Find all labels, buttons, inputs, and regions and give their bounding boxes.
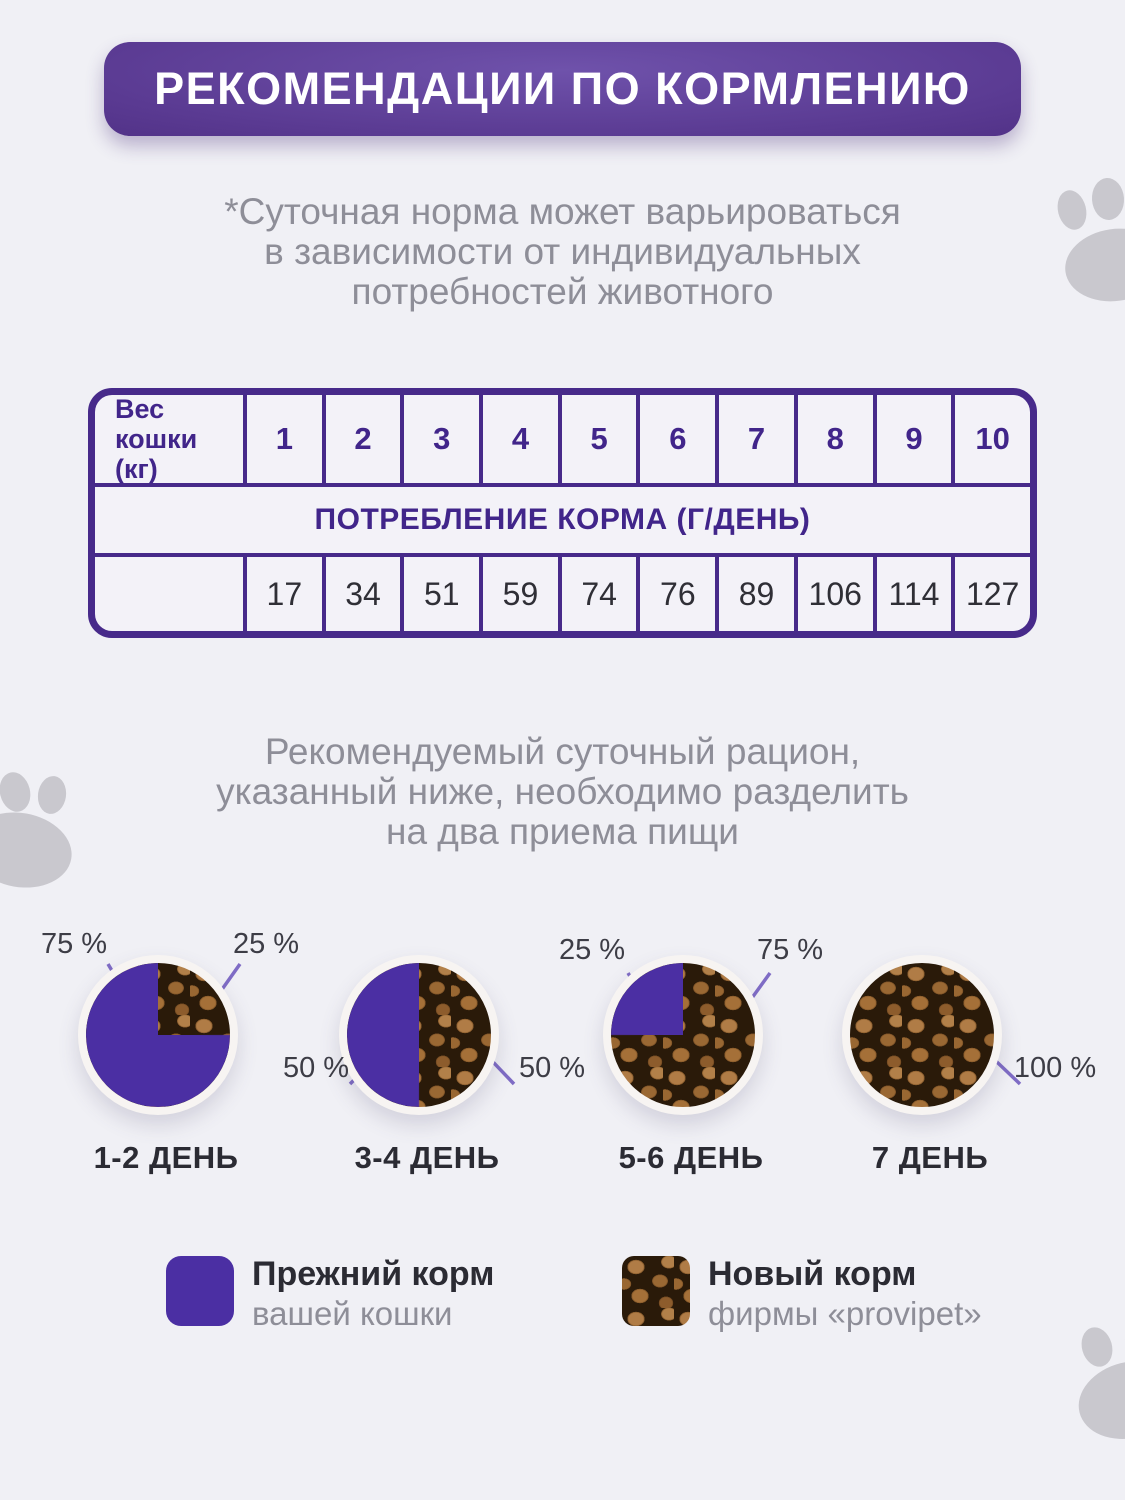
paw-print-icon	[1057, 178, 1125, 302]
pct-label: 75 %	[756, 934, 824, 966]
weight-cell: 7	[719, 395, 794, 483]
value-cell: 114	[876, 557, 952, 631]
value-cell: 34	[325, 557, 401, 631]
transition-charts: 75 % 25 % 50 % 50 % 25 % 75 % 100 % 1-2 …	[0, 900, 1125, 1245]
pct-label: 50 %	[518, 1052, 586, 1084]
pie-chart-day-3-4	[339, 955, 499, 1115]
note-line: в зависимости от индивидуальных	[264, 231, 861, 272]
old-food-slice	[86, 963, 230, 1107]
old-food-swatch	[166, 1256, 234, 1326]
pie-chart-day-1-2	[78, 955, 238, 1115]
pct-label: 25 %	[232, 928, 300, 960]
pct-label: 50 %	[282, 1052, 350, 1084]
paw-print-icon	[0, 772, 72, 888]
pct-label: 25 %	[558, 934, 626, 966]
weight-cell: 2	[325, 395, 401, 483]
value-cell: 51	[404, 557, 480, 631]
weight-cell: 6	[640, 395, 716, 483]
table-band-title: ПОТРЕБЛЕНИЕ КОРМА (Г/ДЕНЬ)	[95, 487, 1030, 553]
legend-title: Новый корм	[708, 1255, 917, 1293]
day-label: 3-4 ДЕНЬ	[354, 1140, 500, 1175]
weight-cell: 4	[483, 395, 558, 483]
note-line: на два приема пищи	[386, 811, 739, 852]
legend-title: Прежний корм	[252, 1255, 495, 1293]
daily-norm-note: *Суточная норма может варьироваться в за…	[0, 192, 1125, 312]
weight-cell: 8	[797, 395, 873, 483]
note-line: Рекомендуемый суточный рацион,	[264, 731, 861, 772]
split-meals-note: Рекомендуемый суточный рацион, указанный…	[0, 732, 1125, 852]
feeding-table: Вес кошки (кг) 1 2 3 4 5 6 7 8 9 10 ПОТР…	[88, 388, 1037, 638]
paw-print-icon	[1078, 1320, 1125, 1439]
table-row-header: Вес кошки (кг)	[95, 395, 243, 484]
note-line: *Суточная норма может варьироваться	[224, 191, 901, 232]
day-label: 5-6 ДЕНЬ	[618, 1140, 764, 1175]
weight-cell: 1	[247, 395, 322, 483]
value-cell: 17	[247, 557, 322, 631]
value-cell: 74	[561, 557, 637, 631]
note-line: указанный ниже, необходимо разделить	[216, 771, 909, 812]
weight-cell: 3	[404, 395, 480, 483]
legend-old-food: Прежний корм вашей кошки	[166, 1255, 495, 1334]
legend-new-food: Новый корм фирмы «provipet»	[622, 1255, 982, 1334]
pie-chart-day-5-6	[603, 955, 763, 1115]
note-line: потребностей животного	[351, 271, 774, 312]
weight-cell: 10	[955, 395, 1030, 483]
page-title-banner: РЕКОМЕНДАЦИИ ПО КОРМЛЕНИЮ	[104, 42, 1021, 136]
pie-chart-day-7	[842, 955, 1002, 1115]
pct-label: 75 %	[40, 928, 108, 960]
old-food-slice	[347, 963, 491, 1107]
value-cell: 106	[797, 557, 873, 631]
page-title: РЕКОМЕНДАЦИИ ПО КОРМЛЕНИЮ	[154, 63, 971, 114]
new-food-swatch	[622, 1256, 690, 1326]
weight-cell: 5	[561, 395, 637, 483]
day-label: 7 ДЕНЬ	[871, 1140, 989, 1175]
pct-label: 100 %	[1013, 1052, 1097, 1084]
value-cell: 127	[955, 557, 1030, 631]
legend-subtitle: фирмы «provipet»	[708, 1295, 982, 1332]
day-label: 1-2 ДЕНЬ	[93, 1140, 239, 1175]
legend-subtitle: вашей кошки	[252, 1295, 453, 1332]
value-cell: 76	[640, 557, 716, 631]
old-food-slice	[611, 963, 755, 1107]
empty-cell	[95, 557, 243, 631]
value-cell: 59	[483, 557, 558, 631]
value-cell: 89	[719, 557, 794, 631]
weight-cell: 9	[876, 395, 952, 483]
